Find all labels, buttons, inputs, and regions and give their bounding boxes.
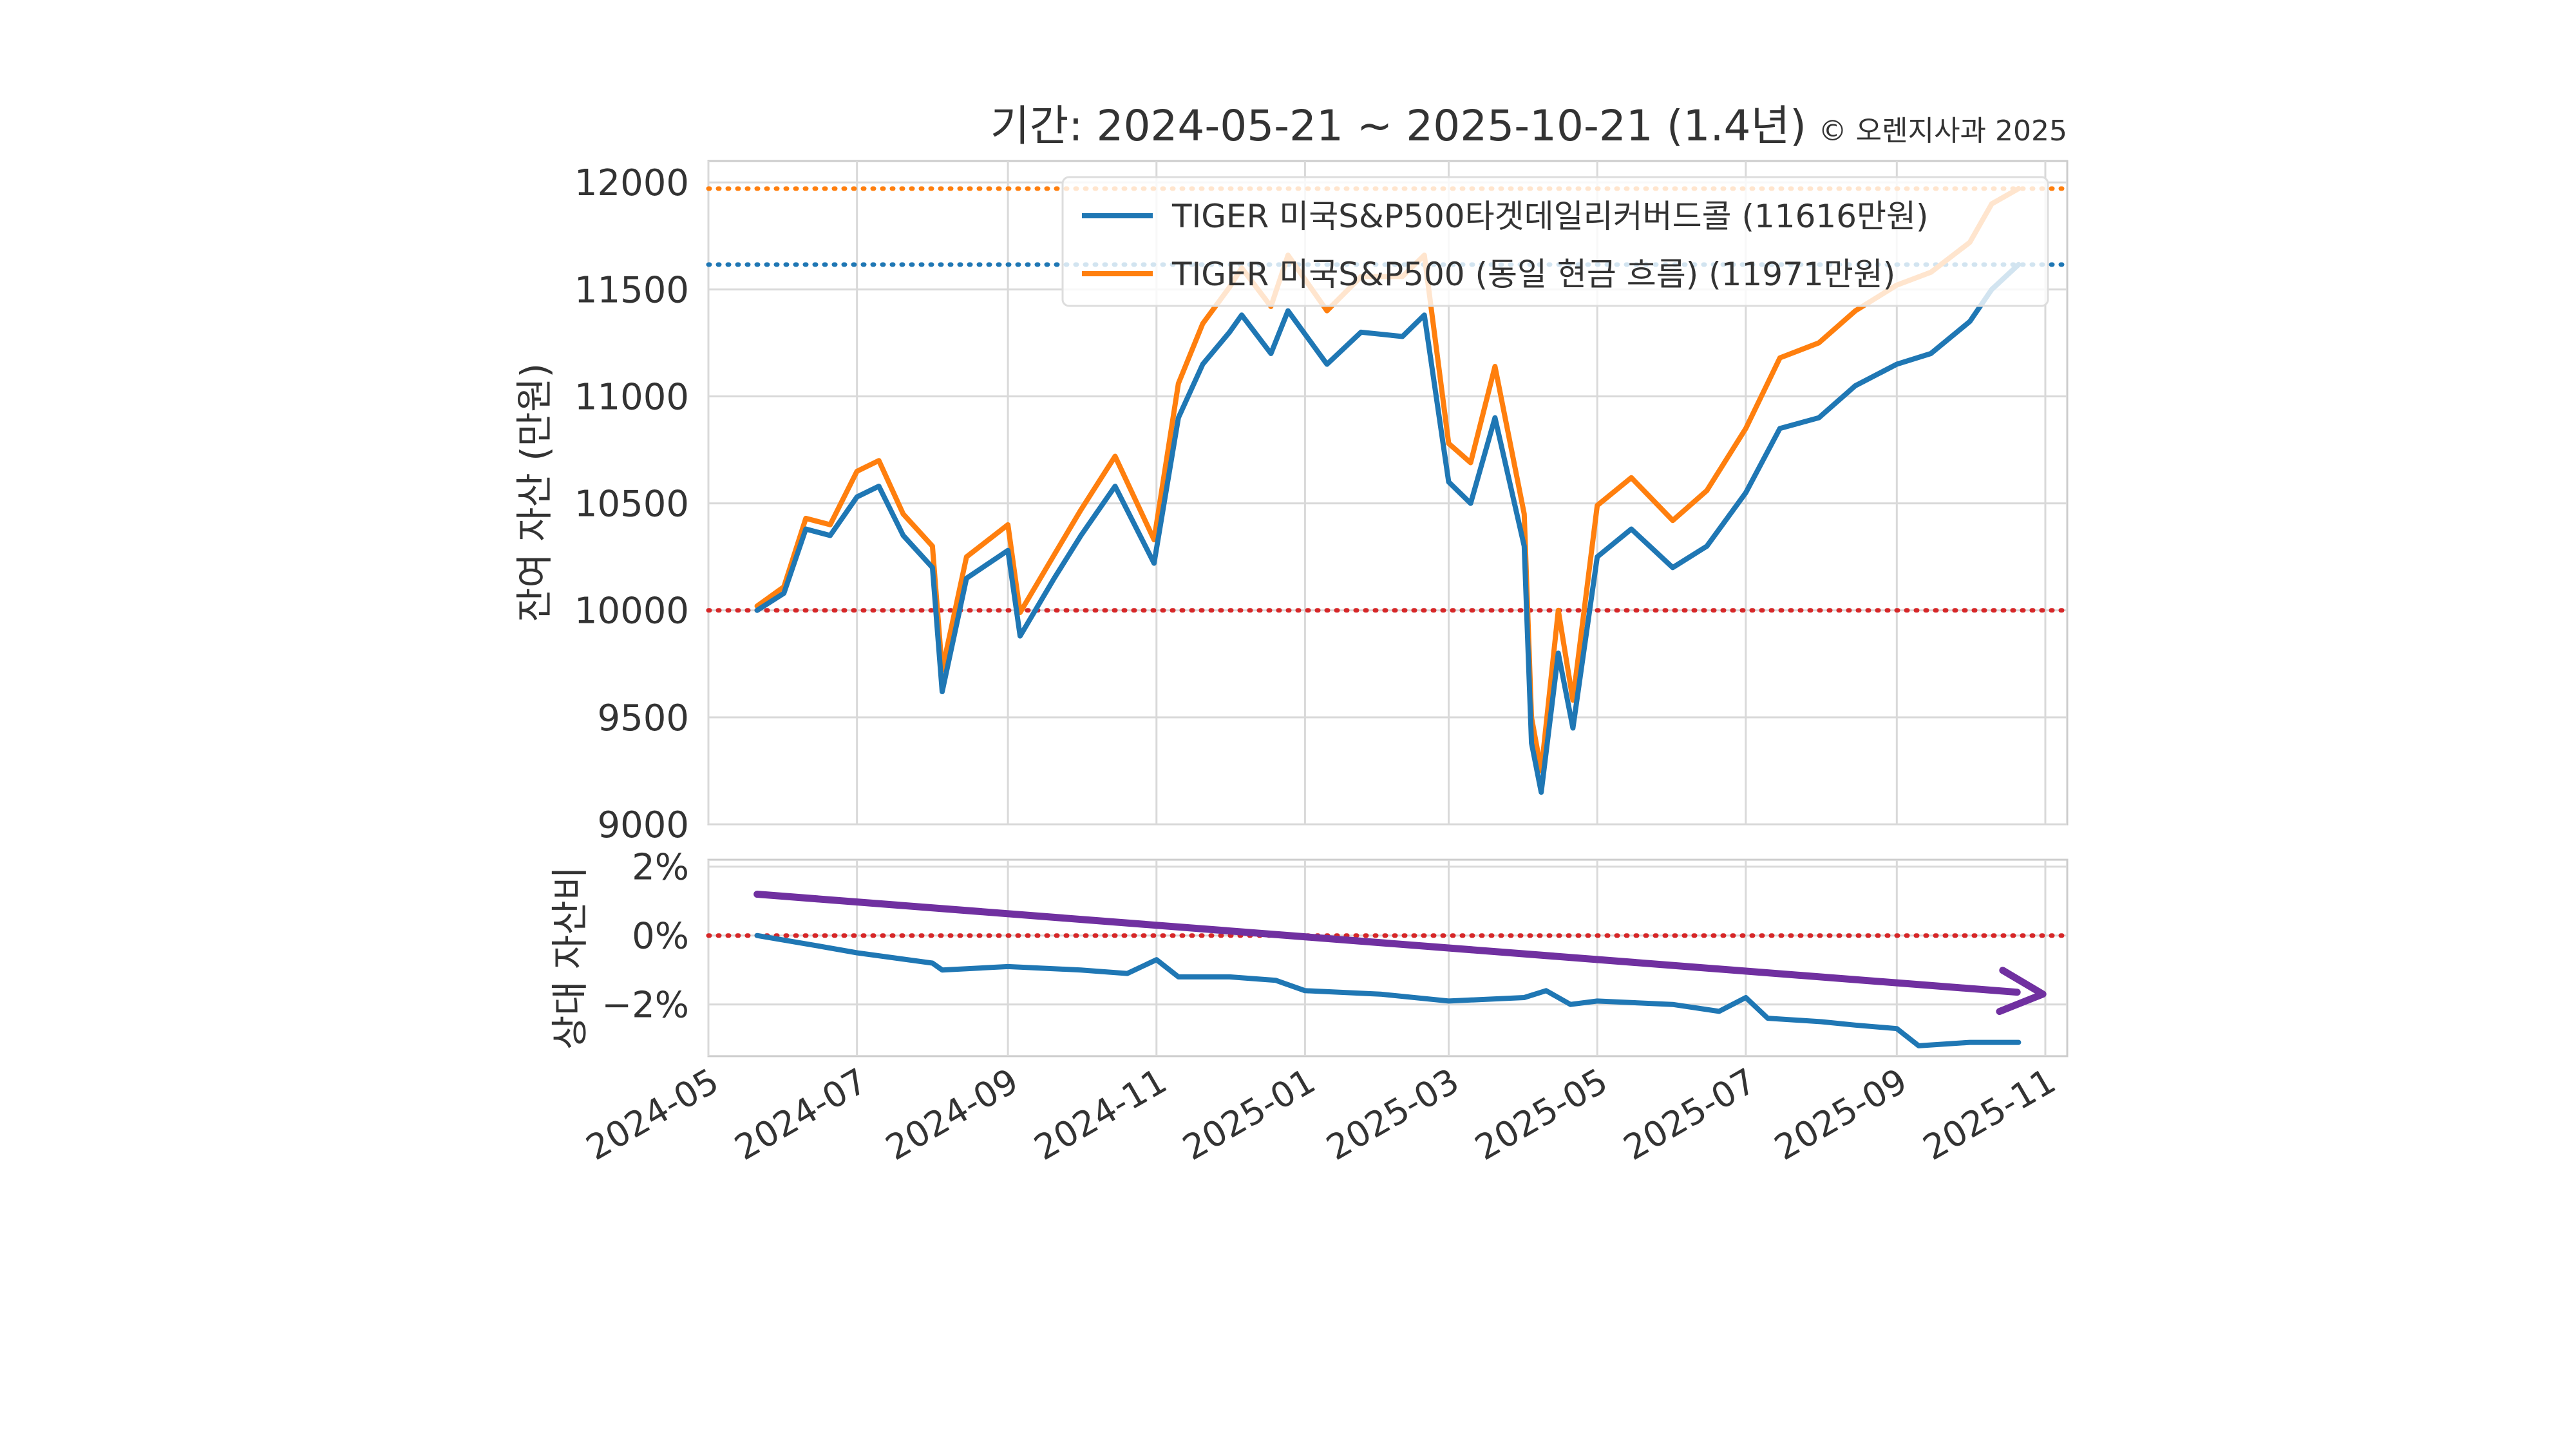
trend-arrow-shaft [753, 891, 2021, 996]
y-tick-label: 12000 [574, 162, 689, 204]
legend-label: TIGER 미국S&P500 (동일 현금 흐름) (11971만원) [1171, 256, 1895, 293]
trend-arrow-head [1996, 967, 2047, 1016]
series-line [754, 261, 2022, 795]
y-tick-label: −2% [601, 985, 689, 1027]
chart-title: 기간: 2024-05-21 ~ 2025-10-21 (1.4년) [990, 101, 1806, 151]
copyright-label: © 오렌지사과 2025 [1819, 115, 2067, 147]
y-tick-label: 11500 [574, 269, 689, 311]
series-line [754, 933, 2022, 1048]
y-tick-label: 10000 [574, 591, 689, 632]
y-tick-label: 10500 [574, 484, 689, 526]
legend: TIGER 미국S&P500타겟데일리커버드콜 (11616만원) TIGER 미… [1061, 176, 2049, 307]
y-tick-label: 9500 [597, 697, 689, 739]
y-tick-label: 9000 [597, 804, 689, 846]
legend-box [1061, 176, 2049, 307]
y-tick-label: 0% [632, 916, 689, 958]
y-axis-title: 잔여 자산 (만원) [513, 363, 556, 622]
y-tick-label: 2% [632, 847, 689, 889]
y-axis-title-relative: 상대 자산비 [548, 866, 592, 1050]
y-tick-label: 11000 [574, 376, 689, 418]
legend-label: TIGER 미국S&P500타겟데일리커버드콜 (11616만원) [1171, 198, 1929, 235]
